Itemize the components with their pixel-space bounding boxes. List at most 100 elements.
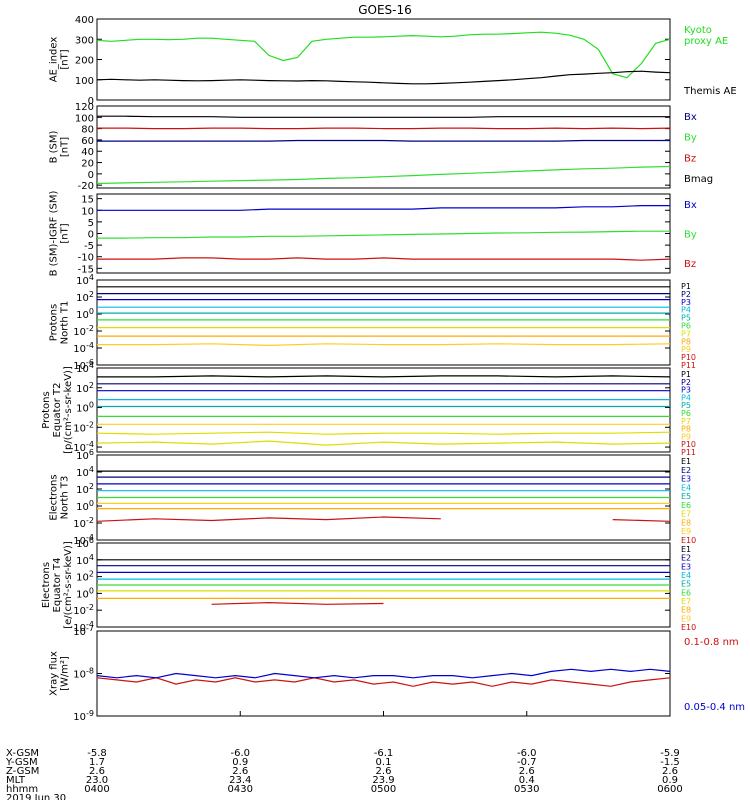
y-tick-label: 100	[75, 76, 94, 87]
channel-label: E10	[681, 536, 696, 545]
x-row-value: 1.7	[89, 757, 105, 768]
y-axis-label: Electrons	[49, 474, 60, 520]
series-line	[97, 230, 670, 239]
channel-label: E4	[681, 483, 691, 492]
panel-frame	[96, 630, 671, 717]
y-tick-label: 40	[81, 147, 94, 158]
channel-label: E1	[681, 457, 691, 466]
y-tick-label: 10	[81, 206, 94, 217]
panel-frame	[96, 18, 671, 101]
y-tick-label: -20	[78, 181, 94, 192]
channel-label: E5	[681, 580, 691, 589]
channel-label: P2	[681, 378, 691, 387]
series-line	[97, 343, 671, 347]
x-row-value: 2.6	[232, 766, 248, 777]
series-line	[96, 668, 671, 679]
channel-label: P9	[681, 432, 691, 441]
y-axis-label: Equator T4	[52, 558, 63, 613]
channel-label: P1	[681, 370, 691, 379]
channel-label: P6	[681, 409, 691, 418]
y-tick-label: 104	[76, 465, 94, 479]
x-row-value: 23.9	[372, 775, 394, 786]
y-tick-label: 100	[76, 401, 94, 415]
channel-label: P8	[681, 337, 691, 346]
legend-label: Bx	[684, 200, 697, 211]
x-row-value: 23.4	[229, 775, 251, 786]
channel-label: P5	[681, 401, 691, 410]
y-axis-label: B (SM)	[49, 130, 60, 163]
x-row-value: 0.9	[662, 775, 678, 786]
y-axis-label: AE_index	[49, 37, 60, 83]
y-tick-label: 10-7	[73, 624, 94, 638]
x-row-value: -6.0	[230, 748, 250, 759]
series-line	[97, 127, 671, 130]
series-line	[97, 115, 670, 118]
y-tick-label: 10-2	[73, 603, 94, 617]
x-row-value: -0.7	[517, 757, 537, 768]
y-tick-label: 10-8	[73, 667, 94, 681]
y-axis-label: Protons	[41, 391, 52, 428]
channel-label: E8	[681, 606, 691, 615]
channel-label: P11	[681, 448, 696, 457]
channel-label: E7	[681, 597, 691, 606]
y-tick-label: 10-2	[73, 516, 94, 530]
x-row-value: 0500	[371, 784, 396, 795]
y-tick-label: 106	[76, 448, 94, 462]
y-tick-label: 106	[76, 536, 94, 550]
y-axis-label: [W/m²]	[60, 656, 71, 691]
channel-label: P3	[681, 386, 691, 395]
channel-label: E3	[681, 475, 691, 484]
y-tick-label: 0	[88, 170, 94, 181]
y-tick-label: 20	[81, 159, 94, 170]
y-tick-label: 100	[76, 307, 94, 321]
channel-label: E10	[681, 623, 696, 632]
x-row-label: Y-GSM	[5, 757, 38, 768]
channel-label: E9	[681, 614, 691, 623]
y-tick-label: 10-2	[73, 420, 94, 434]
channel-label: E2	[681, 466, 691, 475]
x-row-value: 2.6	[376, 766, 392, 777]
x-row-value: -6.1	[374, 748, 394, 759]
x-row-value: 23.0	[86, 775, 108, 786]
x-row-value: 0430	[228, 784, 253, 795]
channel-label: P3	[681, 298, 691, 307]
y-tick-label: 60	[81, 136, 94, 147]
panel-frame	[96, 279, 671, 366]
y-axis-label: [nT]	[60, 223, 71, 243]
channel-label: E5	[681, 492, 691, 501]
x-row-value: 2.6	[519, 766, 535, 777]
y-axis-label: B (SM)-IGRF (SM)	[49, 191, 60, 277]
x-row-value: 0.4	[519, 775, 535, 786]
y-axis-label: [e/(cm²-s-sr-keV)]	[63, 541, 74, 629]
y-axis-label: Xray flux	[49, 651, 60, 696]
y-tick-label: -5	[84, 241, 94, 252]
x-row-value: 0.9	[232, 757, 248, 768]
x-row-value: 0.1	[376, 757, 392, 768]
legend-label: Kyoto	[684, 25, 712, 36]
legend-label: 0.1-0.8 nm	[684, 637, 739, 648]
y-tick-label: 10-9	[73, 709, 94, 723]
y-tick-label: 100	[75, 113, 94, 124]
y-tick-label: 120	[75, 102, 94, 113]
legend-label: Bmag	[684, 174, 713, 185]
x-row-value: -1.5	[660, 757, 680, 768]
x-row-value: 2.6	[662, 766, 678, 777]
legend-label: By	[684, 133, 697, 144]
x-row-value: -6.0	[517, 748, 537, 759]
series-line	[212, 603, 613, 608]
x-row-label: MLT	[6, 775, 26, 786]
y-tick-label: 104	[76, 273, 94, 287]
channel-label: P6	[681, 322, 691, 331]
channel-label: E9	[681, 527, 691, 536]
channel-label: E7	[681, 510, 691, 519]
channel-label: P8	[681, 425, 691, 434]
channel-label: E6	[681, 588, 691, 597]
x-row-value: -5.9	[660, 748, 680, 759]
y-axis-label: North T1	[60, 301, 71, 345]
channel-label: P10	[681, 353, 696, 362]
legend-label: Bx	[684, 112, 697, 123]
legend-label: proxy AE	[684, 36, 728, 47]
